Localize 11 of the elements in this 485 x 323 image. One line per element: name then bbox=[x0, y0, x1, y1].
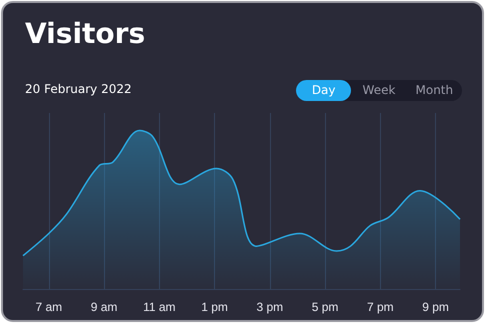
x-tick-label: 7 am bbox=[35, 300, 62, 314]
chart-subtitle: 20 February 2022 bbox=[25, 82, 132, 96]
x-tick-label: 11 am bbox=[143, 300, 176, 314]
x-tick-label: 1 pm bbox=[201, 300, 228, 314]
x-tick-label: 5 pm bbox=[312, 300, 338, 314]
x-tick-label: 9 pm bbox=[422, 300, 449, 314]
chart-title: Visitors bbox=[25, 17, 146, 50]
x-tick-label: 7 pm bbox=[366, 300, 394, 314]
x-tick-label: 9 am bbox=[90, 300, 118, 314]
x-tick-label: 3 pm bbox=[256, 300, 284, 314]
period-toggle: Day Week Month bbox=[296, 80, 462, 101]
